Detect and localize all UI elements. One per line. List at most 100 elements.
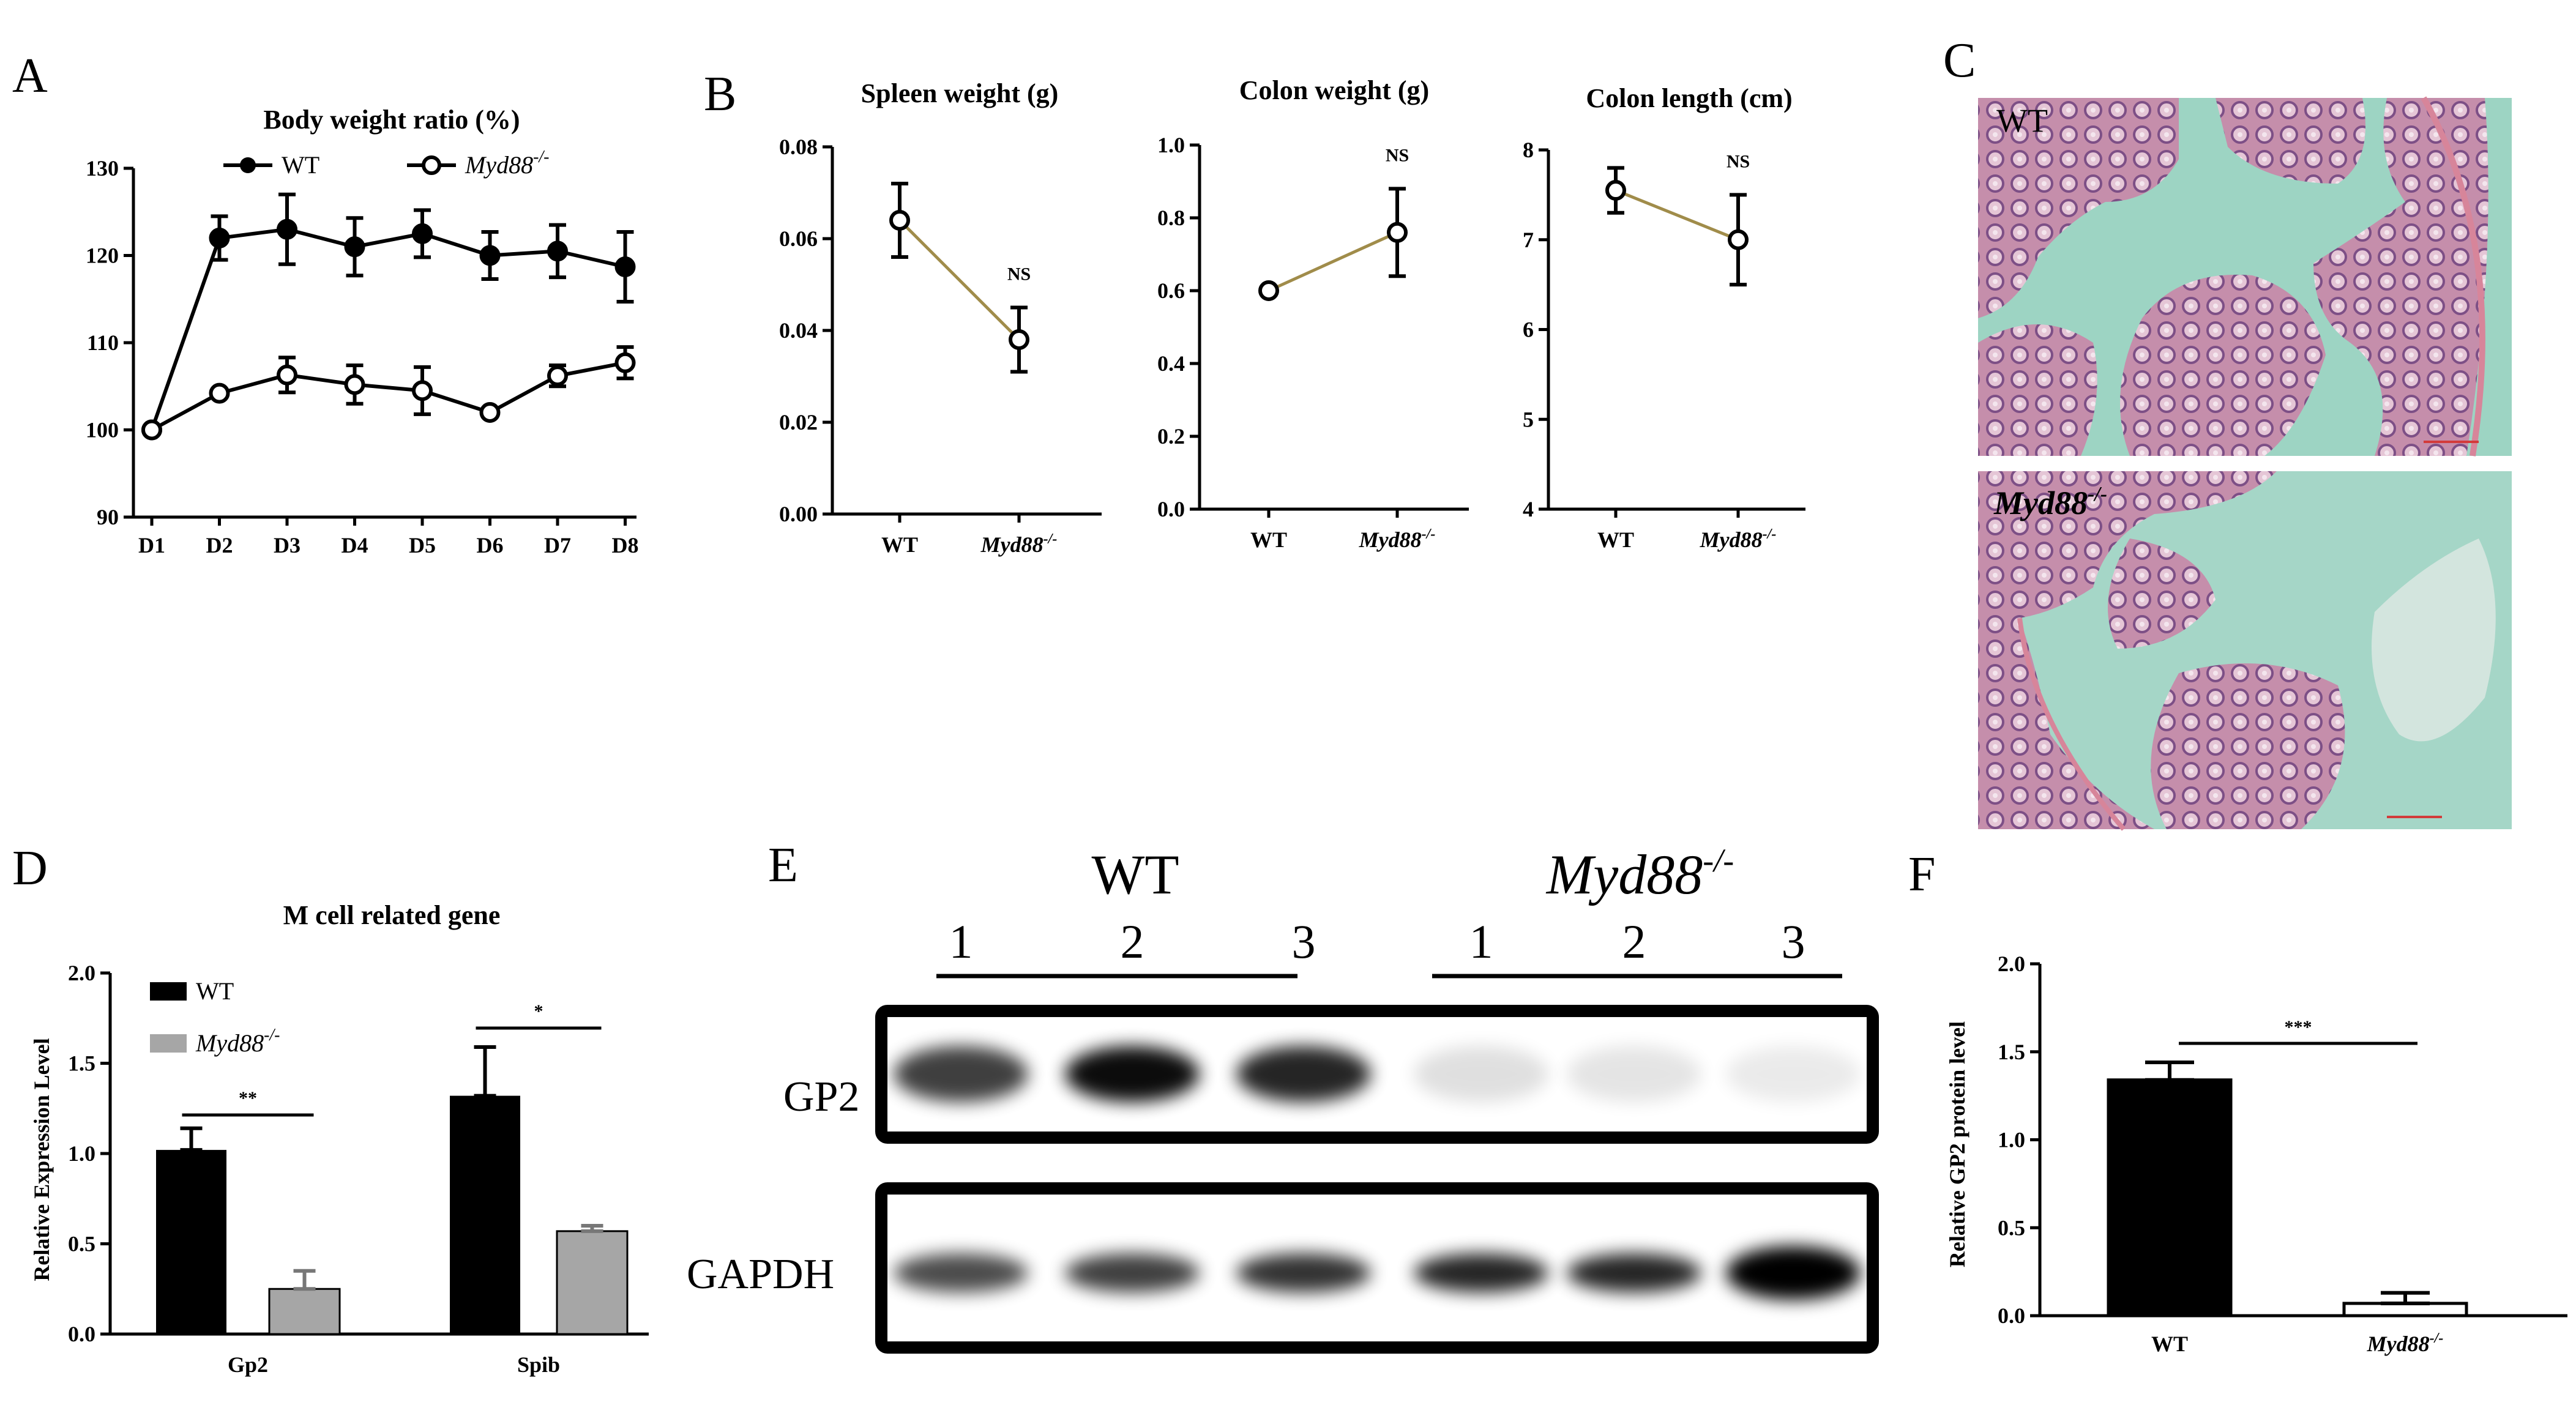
micrograph-myd88: Myd88-/- — [1978, 471, 2512, 831]
panel-letter-d: D — [12, 841, 48, 895]
f-wt-bar — [2107, 1078, 2233, 1318]
wt-point — [209, 228, 230, 248]
panel-b3-ytick-label: 6 — [1523, 318, 1534, 342]
gapdh-band — [1065, 1253, 1200, 1292]
panel-b1-ytick-label: 0.06 — [779, 226, 818, 251]
wt-point — [479, 245, 501, 266]
panel-b3-point — [1728, 229, 1749, 250]
panel-b1-ytick-label: 0.00 — [779, 502, 818, 526]
panel-a-ytick-label: 120 — [86, 244, 119, 268]
panel-a-legend: WT Myd88-/- — [223, 147, 550, 179]
panel-b2-ytick-label: 1.0 — [1157, 133, 1185, 157]
panel-b3-xtick-wt: WT — [1597, 528, 1634, 552]
panel-b3-ytick-label: 8 — [1523, 138, 1534, 162]
blot-label-gapdh: GAPDH — [687, 1251, 834, 1298]
gp2-band — [1236, 1046, 1371, 1102]
panel-d-legend: WT Myd88-/- — [150, 977, 280, 1057]
panel-b2-connector — [1267, 231, 1398, 293]
series-myd88-line — [151, 360, 626, 432]
micrograph-myd88-label: Myd88-/- — [1993, 483, 2107, 521]
panel-b1-ytick-label: 0.02 — [779, 410, 818, 434]
blot-lane-2: 2 — [1121, 915, 1144, 968]
panel-a-xtick-label: D7 — [544, 533, 571, 557]
gp2-band — [1414, 1046, 1548, 1102]
panel-b1-point — [1009, 329, 1029, 350]
panel-a-xtick-label: D8 — [612, 533, 639, 557]
panel-f-sig-label: *** — [2285, 1017, 2312, 1037]
panel-b2-annotation: NS — [1386, 145, 1409, 165]
myd88-point — [479, 402, 501, 423]
panel-letter-e: E — [768, 838, 798, 892]
panel-d-ytick-label: 0.5 — [68, 1232, 95, 1256]
myd88-point — [277, 364, 297, 386]
legend-d-ko-swatch — [150, 1034, 187, 1053]
panel-f-ytick-label: 1.0 — [1998, 1128, 2025, 1152]
panel-f-chart: Relative GP2 protein level 0.0 0.5 1.0 1.5 2… — [1945, 952, 2567, 1356]
panel-b2-ytick-label: 0.6 — [1157, 278, 1185, 303]
wt-point — [344, 236, 365, 258]
panel-b1-annotation: NS — [1007, 264, 1031, 285]
micrograph-wt-label: WT — [1996, 102, 2048, 139]
myd88-point — [209, 382, 230, 404]
panel-d-ylabel: Relative Expression Level — [29, 1038, 54, 1281]
panel-b1-point — [889, 210, 910, 231]
myd88-bar — [268, 1288, 341, 1335]
myd88-point — [547, 365, 568, 387]
myd88-point — [614, 352, 636, 373]
panel-a-xtick-label: D5 — [409, 533, 436, 557]
panel-letter-a: A — [12, 49, 48, 103]
wt-point — [412, 223, 433, 244]
legend-d-wt-swatch — [150, 982, 187, 1001]
panel-d-category-gp2: Gp2 — [228, 1352, 268, 1377]
panel-a-xtick-label: D1 — [138, 533, 165, 557]
legend-wt-marker — [240, 157, 256, 173]
gp2-band — [1065, 1046, 1200, 1102]
panel-b1-xtick-myd88: Myd88-/- — [980, 531, 1058, 557]
blot-lane-4: 1 — [1469, 915, 1493, 968]
wt-bar — [156, 1150, 226, 1334]
panel-f-ytick-label: 0.5 — [1998, 1215, 2025, 1240]
panel-a-chart: Body weight ratio (%) WT Myd88-/- 90 100 1… — [86, 105, 639, 557]
panel-b2-point — [1258, 280, 1279, 301]
panel-b1-title: Spleen weight (g) — [861, 78, 1059, 108]
panel-a-xtick-label: D3 — [274, 533, 301, 557]
panel-b1-ytick-label: 0.04 — [779, 318, 818, 343]
panel-b3-title: Colon length (cm) — [1586, 83, 1792, 113]
panel-b2-ytick-label: 0.4 — [1157, 351, 1185, 376]
legend-ko-label: Myd88-/- — [465, 147, 550, 179]
blot-gapdh-frame — [875, 1182, 1879, 1354]
panel-f-ylabel: Relative GP2 protein level — [1945, 1021, 1969, 1267]
panel-d-ytick-label: 2.0 — [68, 961, 95, 985]
blot-lane-5: 2 — [1622, 915, 1646, 968]
blot-gp2-frame — [875, 1005, 1879, 1144]
panel-d-title: M cell related gene — [283, 900, 501, 930]
panel-b3-xtick-myd88: Myd88-/- — [1700, 526, 1777, 552]
blot-lane-6: 3 — [1782, 915, 1805, 968]
panel-f-xtick-wt: WT — [2151, 1332, 2188, 1356]
blot-label-gp2: GP2 — [783, 1073, 859, 1120]
gapdh-band — [1726, 1246, 1861, 1300]
panel-b1-connector — [898, 219, 1020, 341]
panel-f-ytick-label: 2.0 — [1998, 952, 2025, 976]
panel-b-charts: Spleen weight (g) Colon weight (g) Colon… — [779, 75, 1805, 557]
panel-b2-ytick-label: 0.2 — [1157, 424, 1185, 449]
panel-b2-title: Colon weight (g) — [1239, 75, 1429, 105]
panel-d-ytick-label: 0.0 — [68, 1322, 95, 1346]
panel-a-ytick-label: 110 — [87, 330, 119, 355]
gapdh-band — [1236, 1253, 1371, 1292]
panel-b3-point — [1605, 180, 1626, 201]
myd88-point — [141, 419, 162, 441]
panel-b3-annotation: NS — [1727, 151, 1750, 171]
wt-point — [277, 218, 297, 240]
panel-f-ytick-label: 1.5 — [1998, 1040, 2025, 1064]
f-myd88-bar — [2342, 1302, 2468, 1318]
gp2-band — [894, 1046, 1028, 1102]
panel-letter-c: C — [1943, 34, 1976, 88]
panel-a-ytick-label: 90 — [97, 505, 119, 529]
gapdh-band — [1567, 1253, 1701, 1292]
panel-d-sig-label: ** — [239, 1088, 257, 1108]
panel-b2-xtick-wt: WT — [1250, 528, 1287, 552]
micrograph-wt: WT — [1978, 96, 2512, 457]
panel-a-xtick-label: D2 — [206, 533, 233, 557]
